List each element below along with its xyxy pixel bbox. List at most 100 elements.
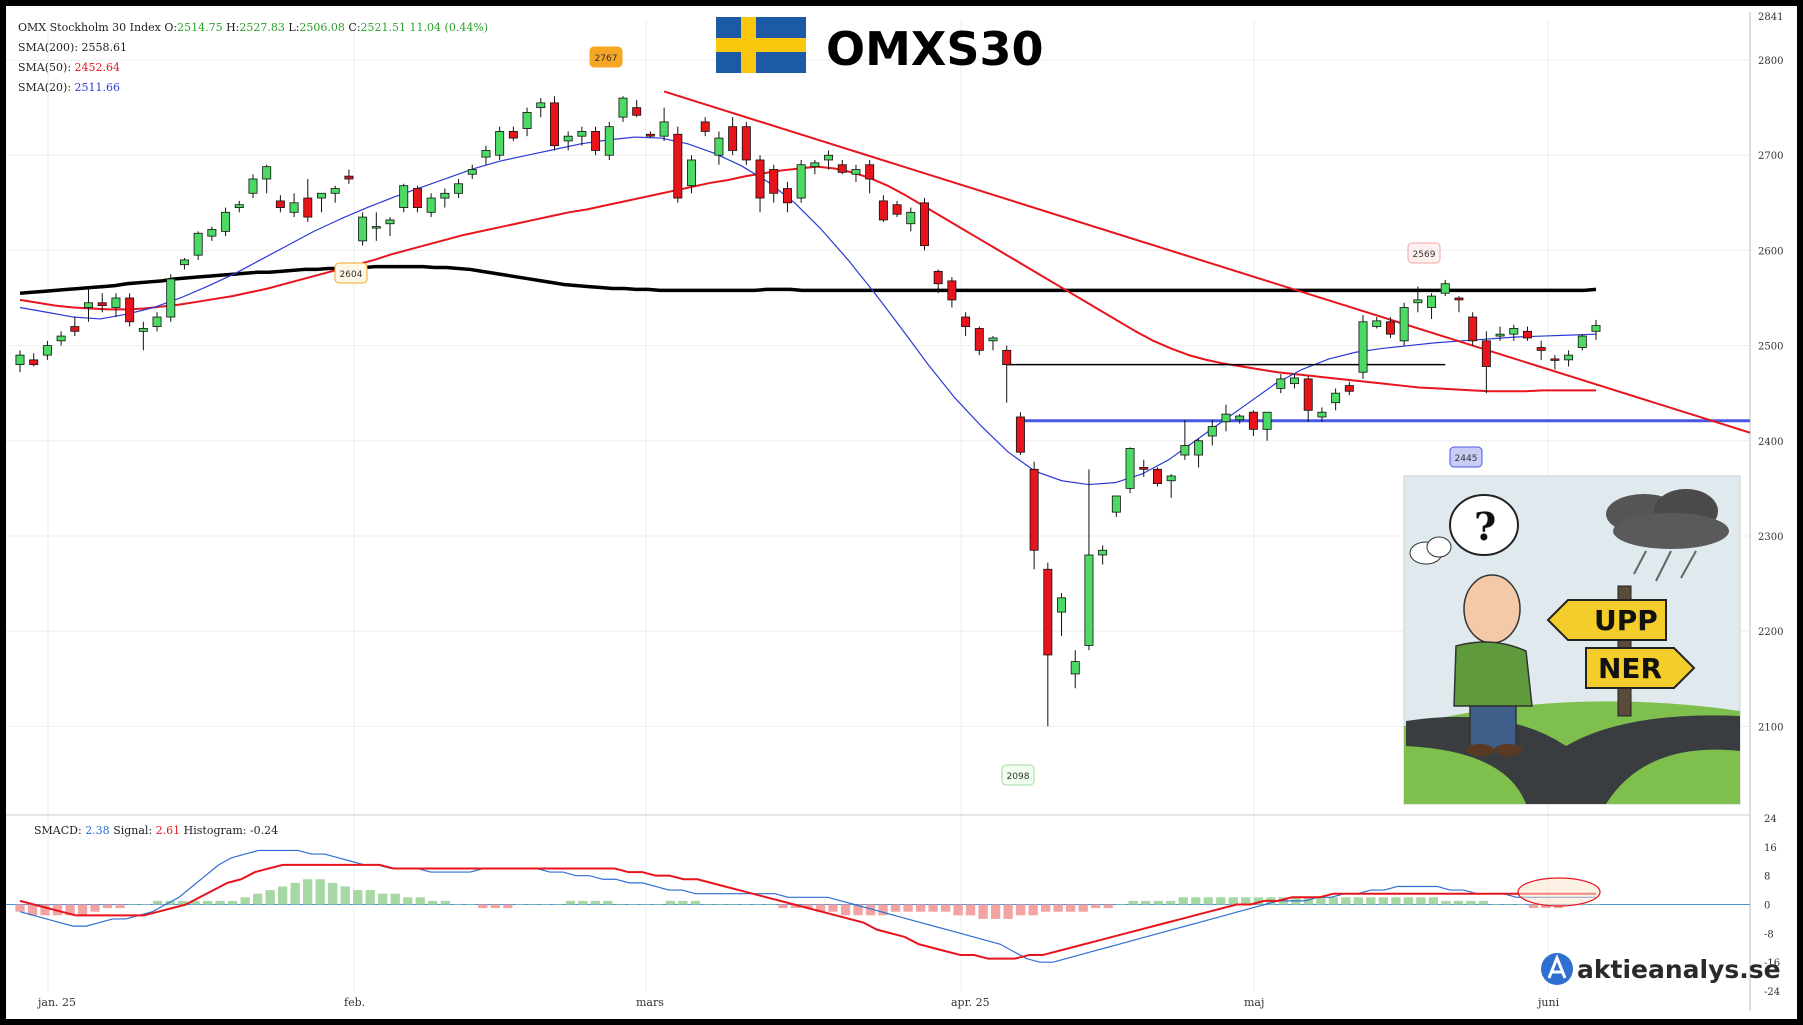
signal-line	[19, 863, 1596, 960]
y-axis-ticks: 2100 2200 2300 2400 2500 2600 2700 2800 2841	[1758, 12, 1783, 733]
candle-body	[1002, 349, 1012, 366]
macd-histogram-bar	[303, 879, 313, 905]
y-tick-label: 2500	[1758, 342, 1783, 353]
candle-body	[412, 188, 422, 208]
macd-histogram-bar	[428, 900, 438, 905]
index-name: OMX Stockholm 30 Index	[18, 21, 162, 34]
candle-body	[15, 354, 25, 366]
macd-histogram-bar	[878, 904, 888, 916]
macd-histogram-bar	[40, 904, 50, 916]
candle-body	[495, 131, 505, 156]
y-tick-label: 2200	[1758, 627, 1783, 638]
x-tick-label: feb.	[344, 996, 365, 1009]
macd-histogram-bar	[65, 904, 75, 916]
candle-body	[385, 219, 395, 225]
y-tick-label: 2100	[1758, 722, 1783, 733]
macd-histogram-bar	[478, 904, 488, 909]
macd-histogram-bar	[390, 893, 400, 905]
candle-body	[1358, 321, 1368, 373]
storm-cloud-icon	[1606, 489, 1729, 582]
candle-body	[248, 178, 258, 194]
macd-histogram-bar	[1191, 897, 1201, 905]
macd-histogram-bar	[715, 904, 726, 905]
macd-highlight-ellipse	[1517, 877, 1601, 907]
ohlc-close: 2521.51	[361, 21, 407, 34]
macd-histogram-bar	[1491, 904, 1501, 905]
macd-y-tick-label: 24	[1764, 814, 1777, 825]
signal-value: 2.61	[156, 824, 181, 837]
candle-body	[1235, 415, 1245, 421]
macd-histogram-bar	[1528, 904, 1539, 909]
aktieanalys-logo: aktieanalys.se	[1541, 953, 1781, 985]
candle-body	[179, 259, 189, 266]
macd-histogram-bar	[553, 904, 563, 905]
macd-histogram-bar	[990, 904, 1001, 919]
macd-histogram-bar	[77, 904, 88, 916]
ohlc-legend: OMX Stockholm 30 Index O:2514.75 H:2527.…	[18, 21, 488, 34]
y-tick-label: 2400	[1758, 437, 1783, 448]
macd-histogram-bar	[578, 900, 588, 905]
candle-body	[358, 216, 368, 242]
candle-body	[865, 164, 875, 180]
macd-histogram-bar	[177, 900, 188, 905]
macd-histogram-bar	[903, 904, 913, 912]
macd-histogram-bar	[678, 900, 688, 905]
macd-histogram-bar	[1503, 904, 1514, 905]
macd-histogram-bar	[928, 904, 938, 912]
sweden-flag-icon	[716, 17, 806, 73]
macd-histogram-bar	[1353, 897, 1364, 905]
macd-histogram-bar	[115, 904, 125, 909]
macd-histogram-bar	[828, 904, 838, 912]
candle-body	[604, 126, 614, 156]
macd-histogram-bar	[1091, 904, 1101, 909]
candle-body	[125, 297, 135, 323]
candle-body	[687, 159, 696, 187]
candle-body	[467, 169, 477, 175]
candle-body	[1536, 347, 1546, 351]
signpost: UPP NER	[1546, 585, 1696, 717]
macd-histogram-bar	[1228, 897, 1238, 905]
macd-histogram-bar	[1116, 904, 1126, 905]
candle-body	[1276, 378, 1286, 389]
macd-histogram-bar	[190, 900, 200, 905]
candle-body	[673, 133, 683, 199]
candle-body	[440, 192, 450, 199]
logo-text: aktieanalys.se	[1577, 955, 1781, 984]
candle-body	[1550, 358, 1560, 361]
macd-histogram-bar	[252, 893, 263, 905]
sma20-line	[19, 136, 1597, 486]
candle-body	[111, 297, 121, 308]
candle-body	[454, 183, 464, 194]
macd-histogram-bar	[1053, 904, 1063, 912]
y-tick-label: 2841	[1758, 12, 1783, 23]
macd-histogram-bar	[690, 900, 701, 905]
macd-histogram-bar	[1303, 897, 1313, 905]
annotation-label: 2569	[1413, 250, 1436, 260]
macd-value: 2.38	[85, 824, 110, 837]
candle-body	[1495, 333, 1505, 337]
macd-histogram-bar	[640, 904, 651, 905]
candle-body	[426, 197, 436, 213]
macd-histogram-bar	[140, 904, 150, 905]
candle-body	[988, 337, 998, 342]
x-tick-label: juni	[1536, 996, 1560, 1009]
macd-histogram-bar	[1591, 904, 1601, 905]
candle-body	[1591, 325, 1601, 332]
macd-histogram-bar	[278, 886, 288, 905]
candle-body	[755, 159, 765, 199]
candle-body	[289, 202, 299, 213]
candle-body	[1440, 283, 1450, 294]
annotation-label: 2445	[1455, 454, 1478, 464]
x-tick-label: jan. 25	[36, 996, 76, 1009]
macd-histogram-bar	[565, 900, 576, 905]
macd-histogram-bar	[628, 904, 638, 905]
macd-y-tick-label: -24	[1764, 987, 1780, 998]
candle-body	[1262, 411, 1272, 430]
candle-body	[1331, 392, 1341, 404]
candle-body	[1166, 475, 1176, 482]
candle-body	[70, 326, 80, 332]
svg-text:?: ?	[1474, 504, 1496, 549]
candle-body	[262, 166, 272, 180]
x-tick-label: apr. 25	[951, 996, 990, 1009]
ohlc-change: 11.04 (0.44%)	[410, 21, 489, 34]
